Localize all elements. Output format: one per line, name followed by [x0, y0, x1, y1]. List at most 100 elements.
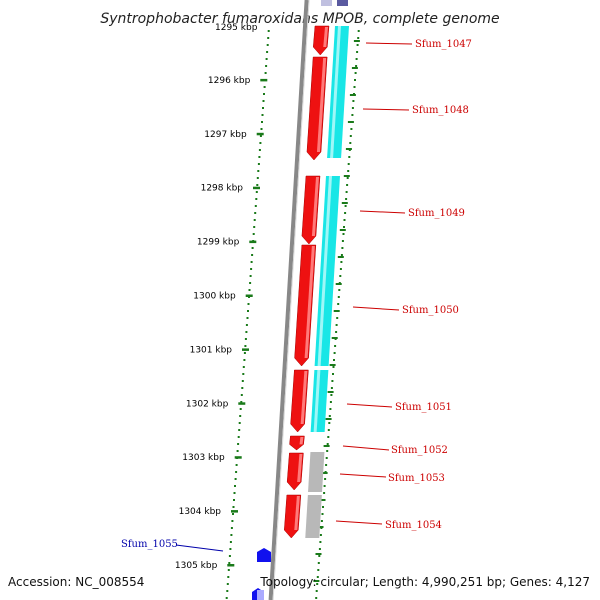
gene-label-Sfum_1047: Sfum_1047	[415, 39, 472, 50]
cds-arrow-shade	[323, 27, 328, 47]
guide-dot	[229, 548, 232, 550]
guide-dot	[332, 373, 334, 375]
gene-label-Sfum_1050: Sfum_1050	[402, 305, 459, 316]
guide-dot	[234, 485, 236, 487]
guide-dash	[351, 67, 358, 69]
gene-label-Sfum_1054: Sfum_1054	[385, 520, 442, 531]
guide-dot	[351, 107, 354, 109]
cds-arrow-shade	[299, 437, 304, 445]
guide-dash	[333, 310, 340, 312]
guide-dot	[232, 513, 234, 515]
guide-dot	[315, 590, 318, 592]
guide-dot	[259, 142, 262, 144]
guide-dot	[354, 79, 356, 81]
cog-bar-gray	[305, 495, 322, 538]
guide-dot	[250, 268, 253, 270]
guide-dash	[331, 337, 338, 339]
cog-bar-highlight	[317, 176, 332, 366]
guide-dot	[244, 345, 247, 347]
kbp-scale: 1295 kbp 1296 kbp 1297 kbp 1298 kbp 1299 kbp…	[175, 23, 268, 571]
gene-labels: Sfum_1047 Sfum_1048 Sfum_1049 Sfum_1050 Sfum…	[121, 39, 472, 552]
leader-line-Sfum_1055	[175, 544, 224, 552]
guide-dot	[338, 289, 341, 291]
guide-dot	[230, 534, 233, 536]
cds-arrow-shade	[300, 371, 308, 424]
guide-dot	[256, 184, 259, 186]
guide-dot	[330, 394, 333, 396]
guide-dot	[351, 114, 354, 116]
guide-dot	[230, 527, 233, 529]
kbp-tick	[231, 510, 238, 513]
guide-dot	[324, 478, 327, 480]
guide-dash	[345, 148, 352, 150]
guide-dot	[247, 303, 250, 305]
kbp-label-1297: 1297 kbp	[204, 130, 247, 140]
guide-dot	[317, 562, 320, 564]
guide-dot	[251, 254, 254, 256]
guide-dash	[321, 472, 328, 474]
guide-dot	[237, 436, 240, 438]
guide-dot	[239, 408, 242, 410]
guide-dot	[316, 576, 319, 578]
kbp-label-1299: 1299 kbp	[197, 238, 240, 248]
guide-dot	[237, 443, 240, 445]
guide-dot	[335, 331, 338, 333]
guide-dot	[334, 345, 337, 347]
guide-dot	[251, 247, 254, 249]
kbp-label-1305: 1305 kbp	[175, 561, 218, 571]
guide-dot	[246, 317, 249, 319]
guide-dot	[253, 226, 256, 228]
cds-arrow-shade	[311, 177, 319, 236]
guide-dot	[226, 583, 229, 585]
cds-arrow-shade	[297, 454, 303, 482]
guide-dot	[333, 359, 335, 361]
guide-dot	[260, 128, 263, 130]
guide-dot	[326, 450, 329, 452]
guide-dot	[339, 268, 342, 270]
guide-dash	[319, 499, 326, 501]
guide-dash	[315, 553, 322, 555]
guide-dot	[319, 534, 322, 536]
guide-dot	[319, 541, 322, 543]
guide-dot	[263, 86, 266, 88]
guide-dot	[261, 121, 263, 123]
guide-dot	[244, 338, 247, 340]
guide-dash	[323, 445, 330, 447]
cog-bar-stub	[337, 0, 348, 6]
guide-dot	[346, 184, 349, 186]
guide-dot	[255, 198, 258, 200]
guide-dot	[267, 37, 270, 39]
guide-dot	[231, 520, 234, 522]
guide-dash	[329, 364, 336, 366]
guide-dot	[342, 233, 345, 235]
guide-dash	[337, 256, 344, 258]
cog-bar-stub	[321, 0, 332, 6]
guide-dot	[317, 569, 320, 571]
cds-track	[252, 25, 330, 600]
guide-dot	[249, 275, 252, 277]
guide-dot	[245, 324, 248, 326]
kbp-tick	[249, 240, 257, 244]
guide-dot	[327, 429, 330, 431]
guide-dot	[349, 142, 352, 144]
guide-dot	[315, 597, 318, 599]
guide-dot	[348, 156, 351, 158]
guide-dot	[236, 450, 239, 452]
guide-dot	[327, 436, 330, 438]
guide-dot	[343, 219, 346, 221]
guide-dot	[266, 44, 269, 46]
guide-dot	[254, 212, 257, 214]
gene-label-Sfum_1053: Sfum_1053	[388, 473, 445, 484]
kbp-label-1302: 1302 kbp	[186, 399, 229, 409]
guide-dot	[245, 331, 248, 333]
guide-dot	[318, 555, 321, 557]
gene-label-Sfum_1052: Sfum_1052	[391, 445, 448, 456]
kbp-tick	[242, 348, 249, 351]
kbp-tick	[245, 294, 253, 297]
leader-line-Sfum_1052	[342, 445, 390, 451]
guide-dot	[350, 128, 353, 130]
guide-dot	[321, 513, 324, 515]
guide-dot	[346, 177, 349, 179]
cds-arrow-Sfum_1055	[257, 548, 271, 562]
